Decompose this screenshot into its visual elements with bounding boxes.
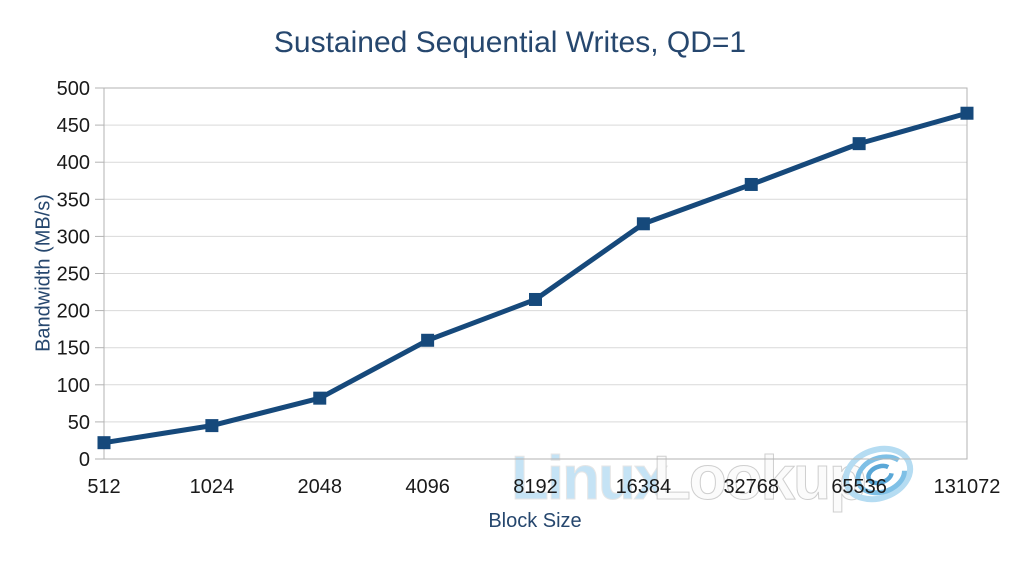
data-point-marker (960, 106, 974, 120)
y-tick-label: 250 (57, 264, 90, 286)
x-axis-title: Block Size (488, 510, 582, 532)
data-point-marker (529, 292, 542, 306)
linuxlookup-watermark: Linux Lookup (511, 444, 914, 514)
x-tick-label: 512 (87, 476, 120, 498)
y-tick-label: 100 (57, 375, 90, 397)
x-tick-label: 8192 (513, 476, 558, 498)
x-tick-label: 131072 (934, 476, 1001, 498)
y-axis-title: Bandwidth (MB/s) (32, 194, 55, 352)
y-tick-label: 50 (68, 412, 90, 434)
data-point-marker (421, 333, 435, 347)
y-tick-label: 200 (57, 301, 90, 323)
data-point-marker (636, 217, 650, 231)
plot-border (103, 87, 968, 460)
y-tick-label: 500 (57, 78, 90, 100)
x-tick-label: 32768 (723, 476, 779, 498)
data-point-marker (97, 436, 111, 450)
y-tick-label: 400 (57, 152, 90, 174)
data-point-marker (852, 137, 866, 151)
swirl-logo-icon (842, 445, 914, 503)
chart-title: Sustained Sequential Writes, QD=1 (273, 26, 747, 59)
data-point-marker (313, 391, 327, 405)
data-point-marker (744, 177, 758, 191)
data-point-marker (205, 419, 219, 433)
y-tick-label: 350 (57, 189, 90, 211)
y-tick-label: 450 (57, 115, 90, 137)
x-tick-label: 65536 (831, 476, 887, 498)
x-tick-label: 4096 (405, 476, 450, 498)
y-tick-label: 300 (57, 226, 90, 248)
y-tick-label: 150 (57, 338, 90, 360)
watermark-text-lookup: Lookup (653, 444, 865, 513)
y-tick-label: 0 (79, 449, 90, 471)
x-tick-label: 16384 (616, 476, 672, 498)
x-tick-label: 1024 (190, 476, 235, 498)
x-tick-label: 2048 (298, 476, 343, 498)
watermark-text-linux: Linux (511, 444, 669, 513)
